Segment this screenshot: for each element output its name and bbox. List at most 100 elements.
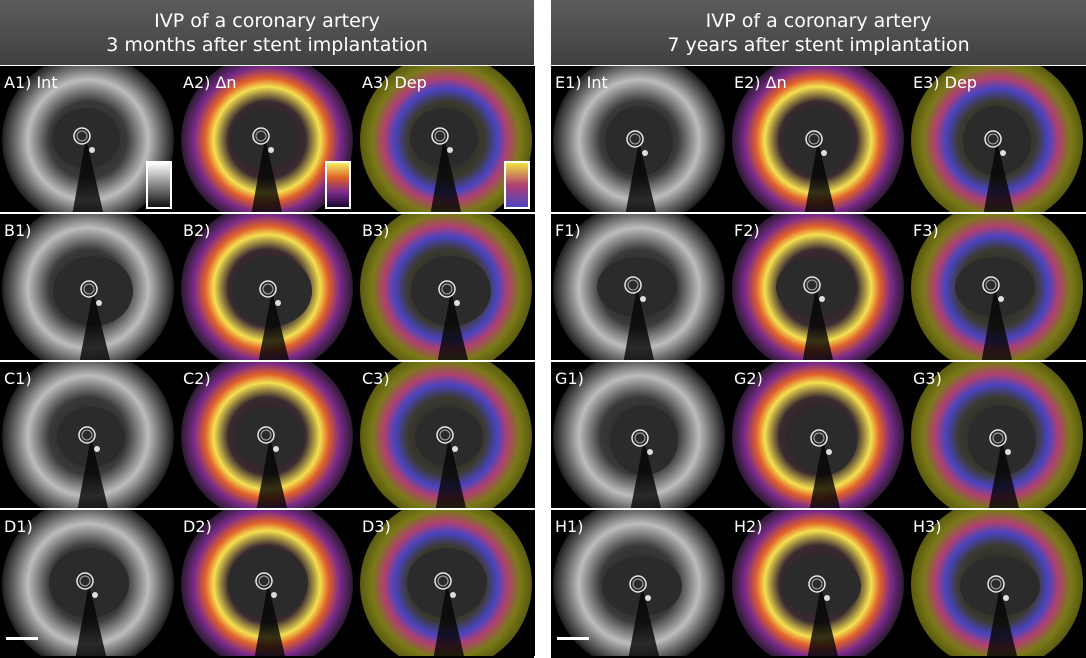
guidewire-shadow <box>623 287 655 360</box>
oct-image-dep: D3) <box>358 510 535 656</box>
catheter-ring <box>989 429 1007 447</box>
oct-image-dn: H2) <box>730 510 907 656</box>
image-label: E2) Δn <box>734 73 787 92</box>
catheter-ring <box>257 426 275 444</box>
oct-image-dep: E3) Dep <box>909 66 1086 212</box>
image-label: H2) <box>734 517 763 536</box>
catheter-ring <box>252 127 270 145</box>
scale-bar <box>557 637 589 640</box>
guidewire <box>826 449 832 455</box>
catheter-ring <box>624 276 642 294</box>
guidewire-shadow <box>437 291 469 360</box>
right-title-line2: 7 years after stent implantation <box>667 33 970 56</box>
image-label: H1) <box>555 517 584 536</box>
row-separator <box>551 360 1086 362</box>
guidewire <box>1003 595 1009 601</box>
catheter-ring <box>73 127 91 145</box>
guidewire-shadow <box>809 440 840 508</box>
right-title-line1: IVP of a coronary artery <box>705 9 932 32</box>
oct-image-int: E1) Int <box>551 66 728 212</box>
oct-image-dn: D2) <box>179 510 356 656</box>
catheter-ring <box>436 426 454 444</box>
left-image-grid: A1) Int A2) Δn A3) Dep B1) B2) B3) C1) C2) C3) D1… <box>0 66 535 658</box>
guidewire-shadow <box>72 138 104 212</box>
guidewire <box>821 150 827 156</box>
guidewire <box>447 147 453 153</box>
catheter-ring <box>631 429 649 447</box>
oct-image-dep: H3) <box>909 510 1086 656</box>
catheter-inner-ring <box>76 130 88 142</box>
guidewire <box>640 296 646 302</box>
catheter-inner-ring <box>262 283 274 295</box>
guidewire <box>96 300 102 306</box>
catheter-ring <box>803 276 821 294</box>
row-separator <box>551 212 1086 214</box>
catheter-inner-ring <box>627 279 639 291</box>
guidewire-shadow <box>988 440 1019 508</box>
guidewire-shadow <box>630 440 661 508</box>
image-label: B1) <box>4 221 32 240</box>
guidewire <box>819 296 825 302</box>
image-label: D3) <box>362 517 391 536</box>
catheter-inner-ring <box>79 575 91 587</box>
guidewire <box>824 595 830 601</box>
guidewire-shadow <box>77 437 109 508</box>
image-label: A3) Dep <box>362 73 427 92</box>
image-label: C2) <box>183 369 211 388</box>
image-label: F3) <box>913 221 939 240</box>
oct-image-dn: E2) Δn <box>730 66 907 212</box>
row-separator <box>0 508 534 510</box>
guidewire <box>452 446 458 452</box>
guidewire-shadow <box>807 586 839 656</box>
left-panel: IVP of a coronary artery 3 months after … <box>0 0 535 658</box>
catheter-inner-ring <box>434 130 446 142</box>
dep-colorbar <box>504 161 530 209</box>
catheter-ring <box>626 130 644 148</box>
catheter-ring <box>255 572 273 590</box>
oct-image-dep: B3) <box>358 214 535 360</box>
guidewire-shadow <box>804 141 836 212</box>
guidewire-shadow <box>802 287 834 360</box>
guidewire <box>998 296 1004 302</box>
catheter-inner-ring <box>629 133 641 145</box>
catheter-inner-ring <box>81 429 93 441</box>
image-label: D2) <box>183 517 212 536</box>
guidewire-shadow <box>75 583 107 656</box>
oct-image-int: D1) <box>0 510 177 656</box>
catheter-inner-ring <box>83 283 95 295</box>
catheter-ring <box>259 280 277 298</box>
catheter-ring <box>984 130 1002 148</box>
oct-image-dep: G3) <box>909 362 1086 508</box>
catheter-inner-ring <box>260 429 272 441</box>
guidewire <box>647 449 653 455</box>
guidewire-shadow <box>433 583 465 656</box>
guidewire <box>645 595 651 601</box>
guidewire-shadow <box>983 141 1015 212</box>
guidewire <box>94 446 100 452</box>
oct-image-int: F1) <box>551 214 728 360</box>
image-label: D1) <box>4 517 33 536</box>
left-panel-header: IVP of a coronary artery 3 months after … <box>0 0 534 65</box>
guidewire <box>275 300 281 306</box>
catheter-inner-ring <box>808 133 820 145</box>
oct-image-dn: G2) <box>730 362 907 508</box>
scale-bar <box>6 637 38 640</box>
right-panel-header: IVP of a coronary artery 7 years after s… <box>551 0 1086 65</box>
row-separator <box>551 508 1086 510</box>
image-label: E3) Dep <box>913 73 977 92</box>
catheter-ring <box>629 575 647 593</box>
guidewire <box>268 147 274 153</box>
catheter-ring <box>80 280 98 298</box>
catheter-ring <box>805 130 823 148</box>
guidewire <box>1005 449 1011 455</box>
catheter-inner-ring <box>437 575 449 587</box>
catheter-inner-ring <box>985 279 997 291</box>
catheter-ring <box>438 280 456 298</box>
oct-image-dn: C2) <box>179 362 356 508</box>
guidewire <box>642 150 648 156</box>
guidewire-shadow <box>430 138 462 212</box>
catheter-inner-ring <box>806 279 818 291</box>
catheter-inner-ring <box>634 432 646 444</box>
guidewire <box>273 446 279 452</box>
oct-image-int: G1) <box>551 362 728 508</box>
